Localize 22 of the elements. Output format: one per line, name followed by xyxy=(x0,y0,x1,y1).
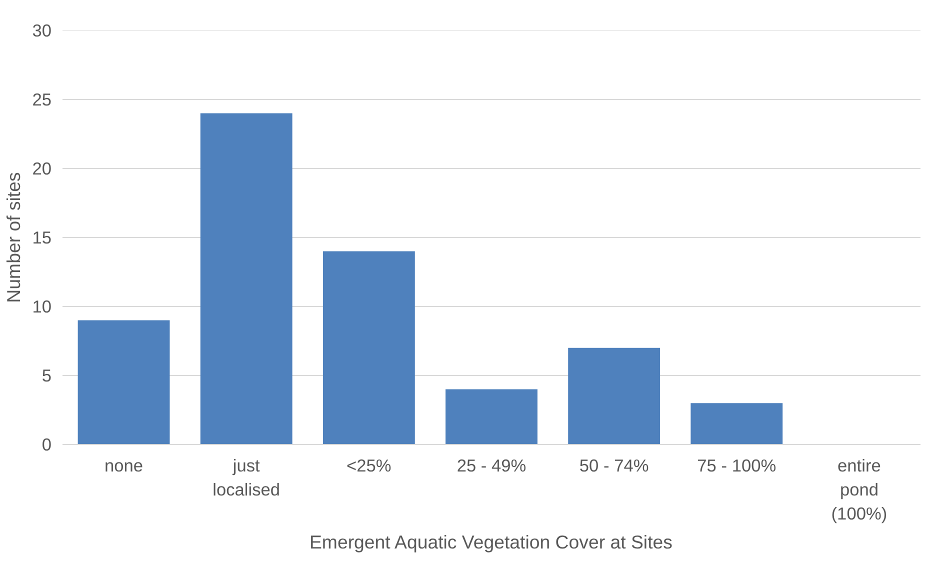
x-tick-label: entire pond (100%) xyxy=(831,456,888,524)
bar xyxy=(322,251,415,444)
x-tick-label: just localised xyxy=(212,456,280,500)
y-axis-title: Number of sites xyxy=(3,172,24,303)
x-tick-label: none xyxy=(104,456,144,476)
bar xyxy=(690,403,783,444)
bar xyxy=(200,113,292,444)
x-axis-title: Emergent Aquatic Vegetation Cover at Sites xyxy=(309,532,672,552)
x-tick-label: 25 - 49% xyxy=(456,456,526,476)
y-tick-label: 5 xyxy=(42,366,52,386)
y-tick-label: 0 xyxy=(42,434,52,454)
y-tick-label: 25 xyxy=(32,90,52,110)
bar xyxy=(78,320,170,444)
bar xyxy=(568,348,660,444)
bar xyxy=(446,389,538,444)
y-tick-label: 15 xyxy=(32,228,52,248)
y-tick-label: 10 xyxy=(32,296,52,316)
y-tick-label: 30 xyxy=(32,20,52,40)
y-tick-label: 20 xyxy=(32,158,52,178)
x-tick-label: <25% xyxy=(346,456,392,476)
x-tick-label: 50 - 74% xyxy=(579,456,649,476)
x-tick-label: 75 - 100% xyxy=(697,456,776,476)
